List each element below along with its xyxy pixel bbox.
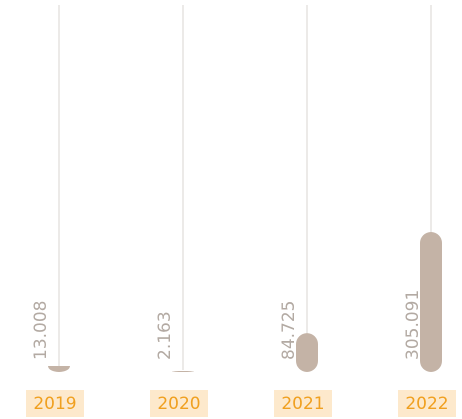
bar (296, 333, 318, 372)
bar (172, 371, 194, 372)
value-label: 13.008 (31, 301, 51, 360)
year-badge (398, 390, 456, 417)
x-tick-label: 2021 (281, 394, 324, 414)
bar (420, 232, 442, 372)
x-tick-label: 2022 (405, 394, 448, 414)
x-tick-label: 2019 (33, 394, 76, 414)
value-label: 84.725 (279, 301, 299, 360)
year-badge (274, 390, 332, 417)
value-label: 305.091 (403, 290, 423, 360)
value-label: 2.163 (155, 311, 175, 360)
year-badge (150, 390, 208, 417)
year-badge (26, 390, 84, 417)
x-tick-label: 2020 (157, 394, 200, 414)
bar (48, 366, 70, 372)
